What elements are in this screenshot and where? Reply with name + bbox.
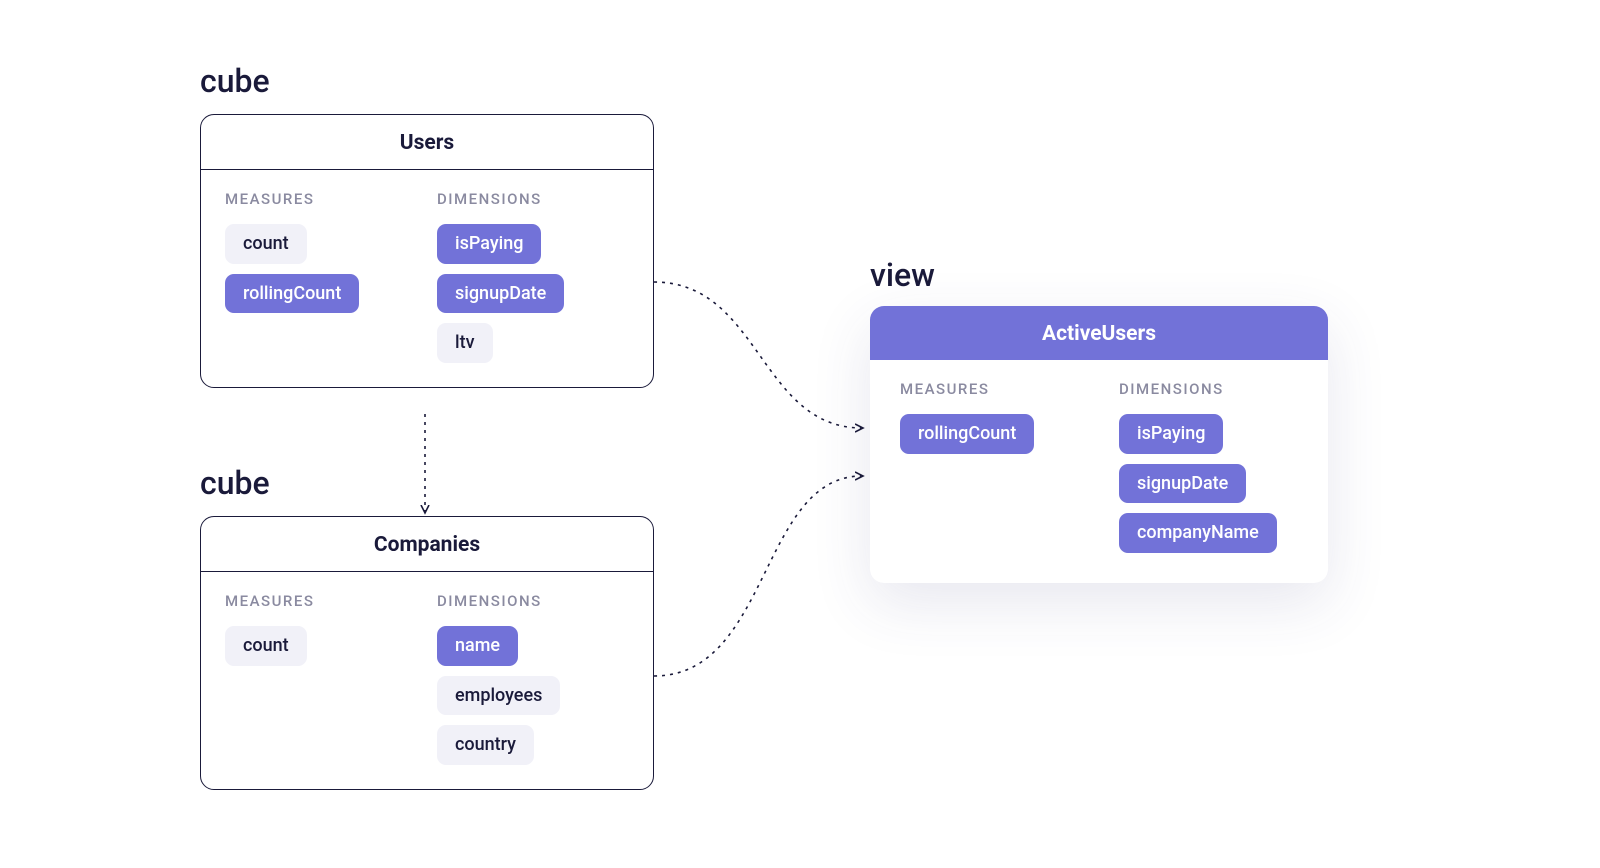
diagram-canvas: cube cube view Users MEASURES count roll… <box>0 0 1600 868</box>
dimension-pill: signupDate <box>1119 464 1246 504</box>
measures-header: MEASURES <box>225 190 417 208</box>
dimensions-column: DIMENSIONS isPaying signupDate companyNa… <box>1119 380 1298 553</box>
connector-users-to-view <box>654 282 862 428</box>
measures-column: MEASURES count rollingCount <box>225 190 417 363</box>
dimension-pill: isPaying <box>437 224 541 264</box>
cube-title-companies: Companies <box>201 517 653 572</box>
cube-body-users: MEASURES count rollingCount DIMENSIONS i… <box>201 170 653 387</box>
measure-pill: count <box>225 224 307 264</box>
dimensions-header: DIMENSIONS <box>437 592 629 610</box>
measure-pill: rollingCount <box>900 414 1034 454</box>
view-title: ActiveUsers <box>870 306 1328 360</box>
dimensions-header: DIMENSIONS <box>437 190 629 208</box>
dimensions-header: DIMENSIONS <box>1119 380 1298 398</box>
view-card-activeusers: ActiveUsers MEASURES rollingCount DIMENS… <box>870 306 1328 583</box>
view-label: view <box>870 256 935 294</box>
dimension-pill: signupDate <box>437 274 564 314</box>
cube-card-users: Users MEASURES count rollingCount DIMENS… <box>200 114 654 388</box>
measures-header: MEASURES <box>900 380 1079 398</box>
connector-companies-to-view <box>654 476 862 676</box>
measures-column: MEASURES count <box>225 592 417 765</box>
measure-pill: rollingCount <box>225 274 359 314</box>
dimensions-column: DIMENSIONS isPaying signupDate ltv <box>437 190 629 363</box>
dimension-pill: name <box>437 626 518 666</box>
cube-card-companies: Companies MEASURES count DIMENSIONS name… <box>200 516 654 790</box>
measures-column: MEASURES rollingCount <box>900 380 1079 553</box>
measure-pill: count <box>225 626 307 666</box>
dimension-pill: country <box>437 725 534 765</box>
dimension-pill: employees <box>437 676 560 716</box>
dimensions-column: DIMENSIONS name employees country <box>437 592 629 765</box>
dimension-pill: ltv <box>437 323 493 363</box>
cube-body-companies: MEASURES count DIMENSIONS name employees… <box>201 572 653 789</box>
cube-title-users: Users <box>201 115 653 170</box>
dimension-pill: companyName <box>1119 513 1277 553</box>
cube-label-2: cube <box>200 464 270 502</box>
cube-label-1: cube <box>200 62 270 100</box>
measures-header: MEASURES <box>225 592 417 610</box>
view-body: MEASURES rollingCount DIMENSIONS isPayin… <box>870 360 1328 583</box>
dimension-pill: isPaying <box>1119 414 1223 454</box>
